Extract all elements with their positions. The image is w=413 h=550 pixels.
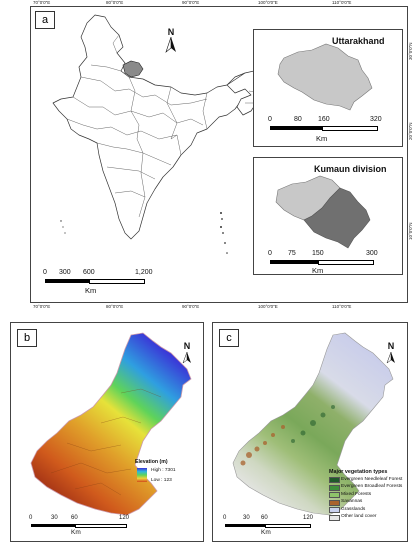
scale-bar-a: 0 300 600 1,200 Km bbox=[43, 269, 153, 295]
uttarakhand-shape bbox=[277, 43, 373, 111]
legend-item-label: Grasslands bbox=[341, 506, 366, 512]
vegetation-legend: Major vegetation types Evergreen Needlel… bbox=[329, 469, 403, 521]
panel-c-label: c bbox=[219, 329, 239, 347]
scale-bar-c: 0 30 60 120 Km bbox=[223, 515, 314, 536]
vegetation-raster bbox=[232, 332, 394, 516]
north-arrow-b-icon bbox=[182, 351, 191, 364]
india-map bbox=[52, 14, 278, 254]
legend-swatch bbox=[329, 507, 340, 513]
elevation-colorbar bbox=[137, 468, 147, 482]
tick-bottom-110e: 110°0'0"E bbox=[332, 304, 352, 309]
tick-bottom-90e: 90°0'0"E bbox=[182, 304, 200, 309]
legend-swatch bbox=[329, 477, 340, 483]
legend-item-label: Evergreen Broadleaf Forests bbox=[341, 484, 403, 489]
panel-b-label: b bbox=[17, 329, 37, 347]
tick-top-80e: 80°0'0"E bbox=[106, 0, 124, 5]
legend-item-label: Evergreen Needleleaf Forest bbox=[341, 476, 403, 482]
legend-swatch bbox=[329, 499, 340, 506]
tick-top-70e: 70°0'0"E bbox=[33, 0, 51, 5]
north-arrow-c: N bbox=[383, 341, 399, 369]
tick-right-30n: 30°0'0"N bbox=[408, 42, 413, 60]
india-outline bbox=[52, 14, 258, 240]
kumaun-shape bbox=[275, 175, 371, 249]
tick-right-10n: 10°0'0"N bbox=[408, 222, 413, 240]
tick-bottom-70e: 70°0'0"E bbox=[33, 304, 51, 309]
elevation-legend: Elevation (m) High : 7301 Low : 123 bbox=[135, 459, 176, 483]
tick-right-20n: 20°0'0"N bbox=[408, 122, 413, 140]
uttarakhand-highlight bbox=[122, 60, 144, 78]
tick-bottom-80e: 80°0'0"E bbox=[106, 304, 124, 309]
elevation-raster bbox=[30, 332, 192, 516]
panel-a-label: a bbox=[35, 11, 55, 29]
legend-item-label: Savannas bbox=[341, 499, 363, 504]
tick-bottom-100e: 100°0'0"E bbox=[258, 304, 278, 309]
legend-swatch bbox=[329, 484, 340, 491]
legend-item-label: Mixed Forests bbox=[341, 491, 372, 497]
inset-kumaun: Kumaun division 0 75 150 300 Km bbox=[253, 157, 403, 275]
panel-b-elevation-map: b N Elevat bbox=[10, 322, 204, 542]
north-arrow-a-icon bbox=[165, 36, 176, 53]
north-arrow-a: N bbox=[161, 27, 181, 58]
scale-bar-b: 0 30 60 120 Km bbox=[29, 515, 130, 536]
tick-top-110e: 110°0'0"E bbox=[332, 0, 352, 5]
kumaun-elevation-shape bbox=[30, 332, 192, 516]
legend-swatch bbox=[329, 492, 340, 498]
north-arrow-b: N bbox=[179, 341, 195, 369]
panel-a-india-map: a N bbox=[30, 6, 408, 303]
legend-item-label: Other land cover bbox=[341, 514, 377, 519]
north-arrow-c-icon bbox=[386, 351, 395, 364]
panel-c-vegetation-map: c N Maj bbox=[212, 322, 408, 542]
tick-top-100e: 100°0'0"E bbox=[258, 0, 278, 5]
legend-swatch bbox=[329, 514, 340, 521]
inset-uttarakhand: Uttarakhand 0 80 160 320 Km bbox=[253, 29, 403, 147]
tick-top-90e: 90°0'0"E bbox=[182, 0, 200, 5]
